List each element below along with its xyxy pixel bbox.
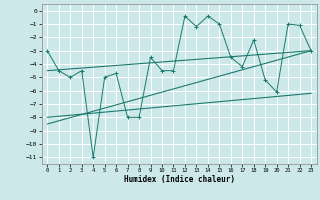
- X-axis label: Humidex (Indice chaleur): Humidex (Indice chaleur): [124, 175, 235, 184]
